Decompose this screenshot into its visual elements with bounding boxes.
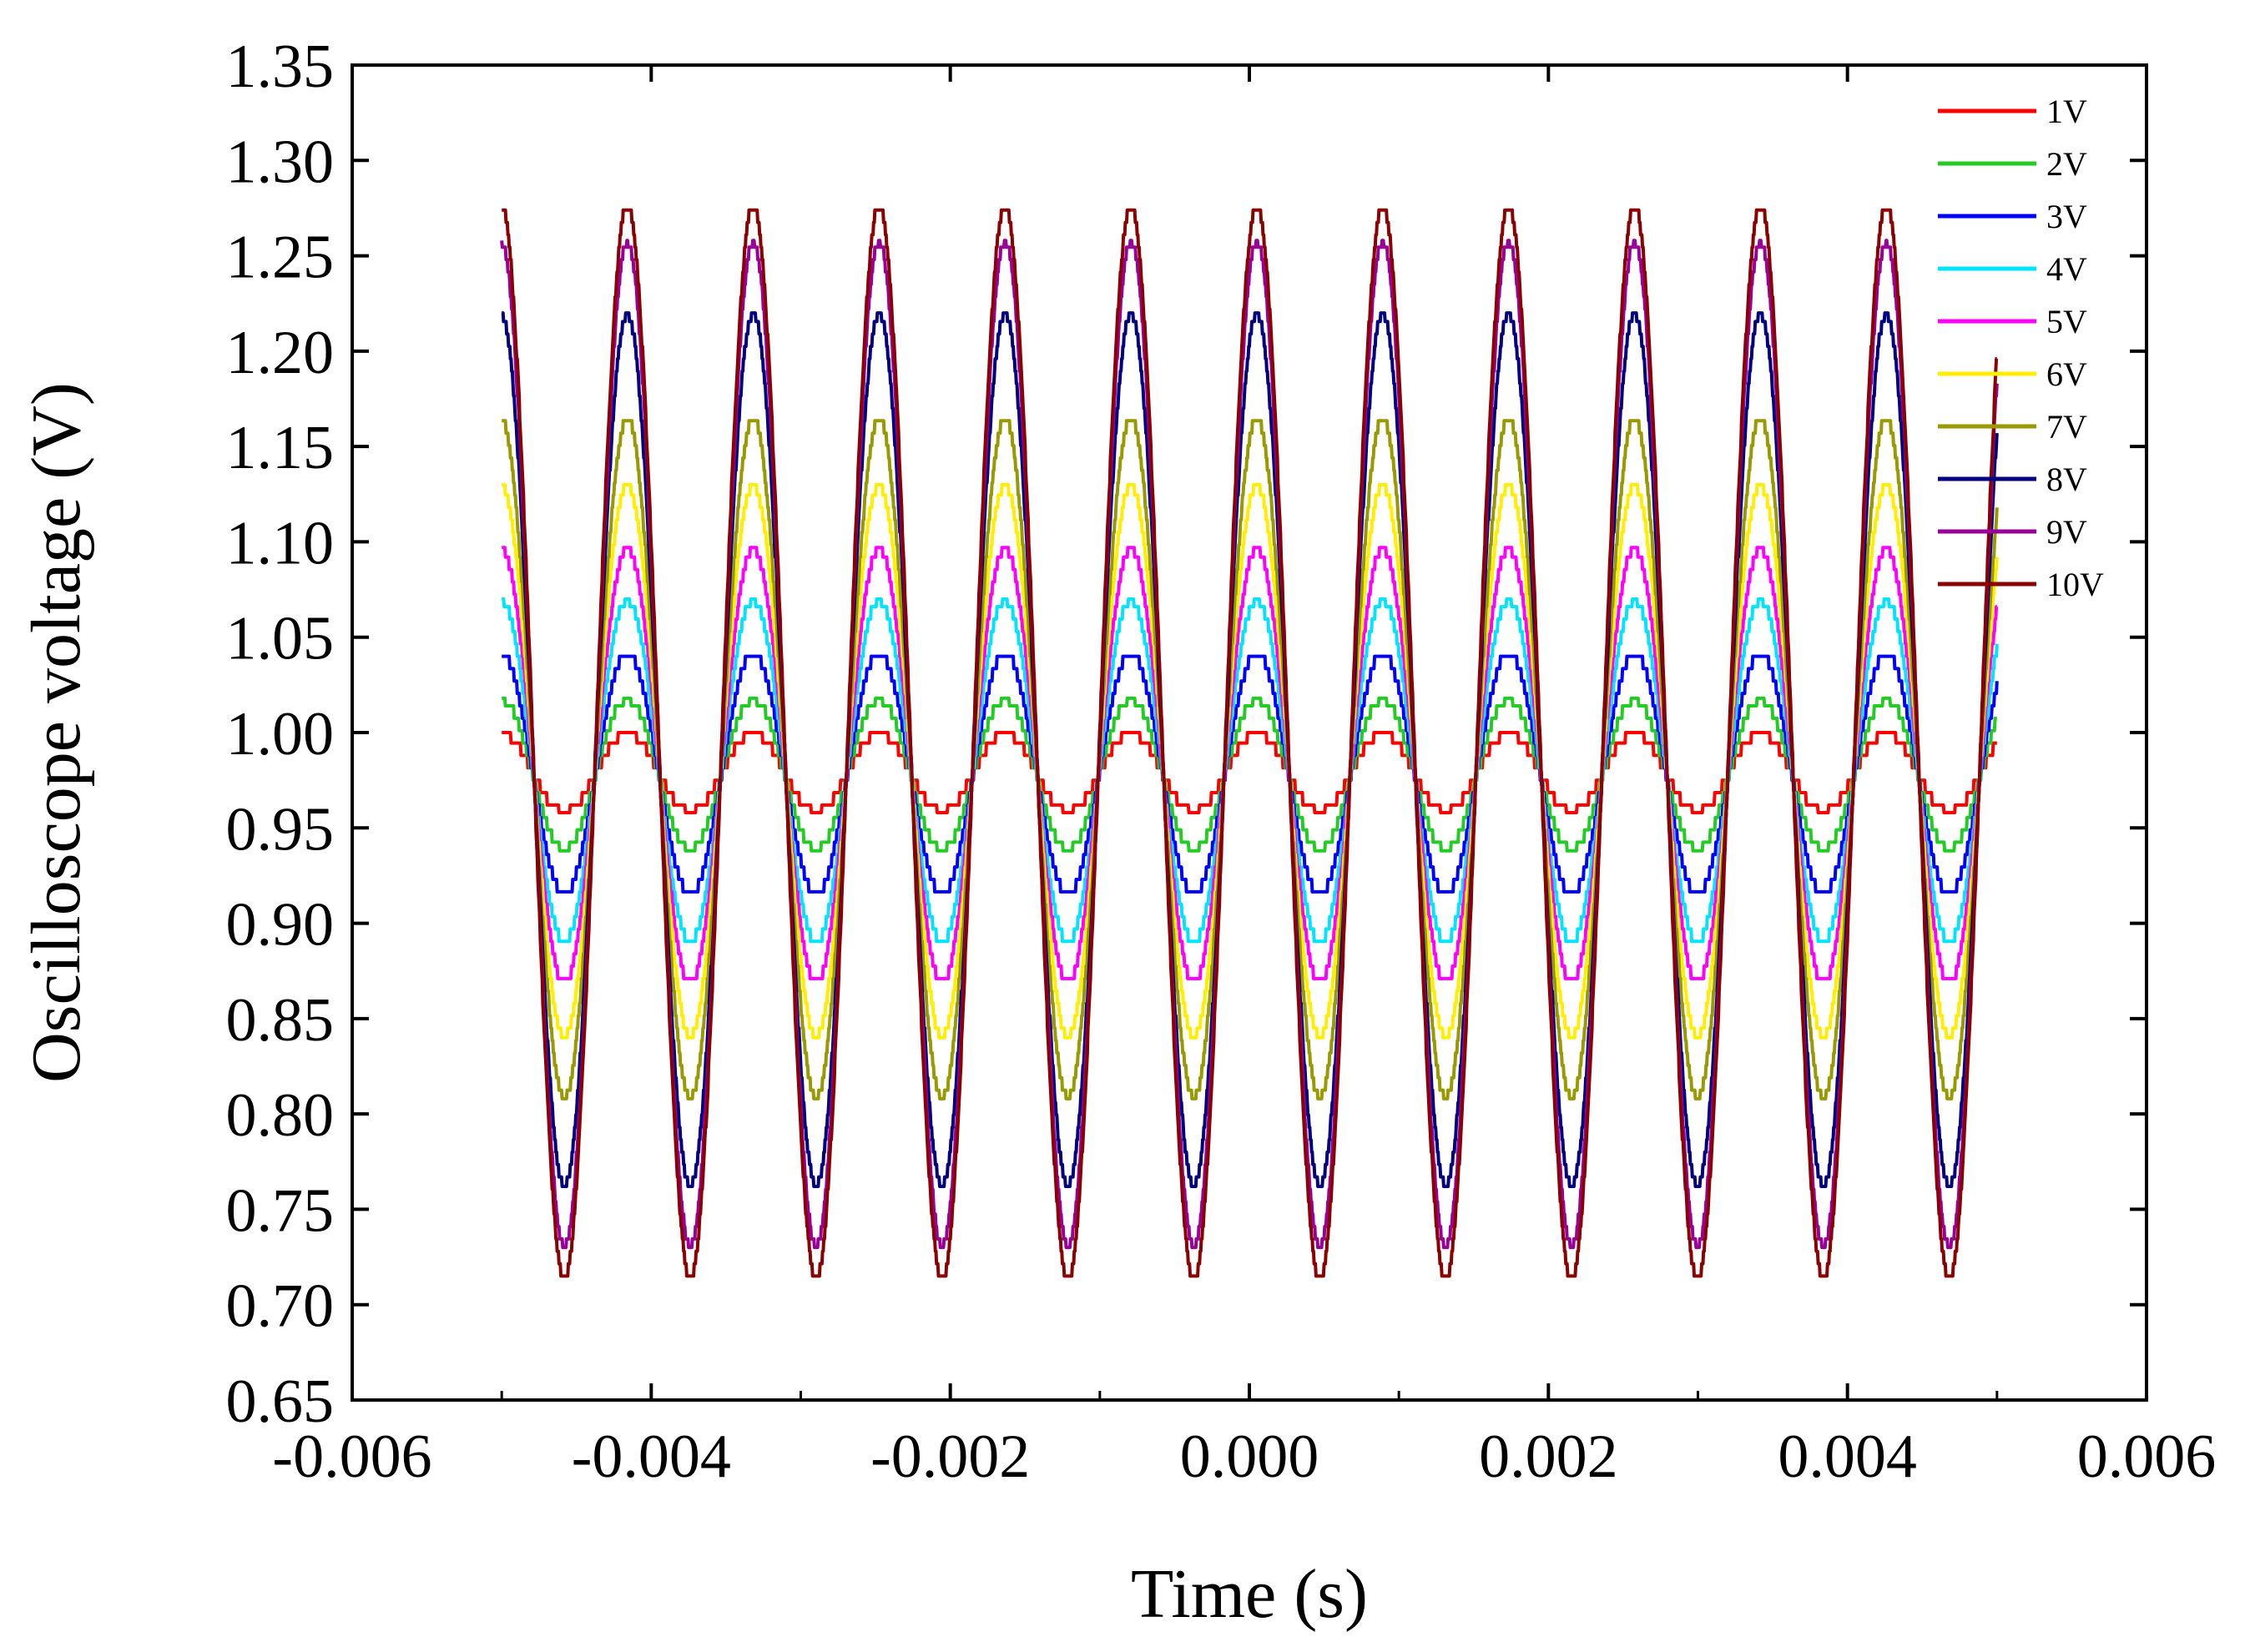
x-tick-label: -0.004 <box>572 1423 731 1491</box>
legend-label-8v: 8V <box>2046 461 2087 498</box>
x-tick-label: -0.006 <box>272 1423 431 1491</box>
x-tick-label: 0.000 <box>1180 1423 1319 1491</box>
y-tick-label: 0.70 <box>226 1272 335 1341</box>
y-tick-label: 1.35 <box>226 33 335 101</box>
x-tick-label: 0.002 <box>1479 1423 1618 1491</box>
series-line-7v <box>500 419 1999 1100</box>
legend-label-5v: 5V <box>2046 303 2087 340</box>
y-tick-label: 1.20 <box>226 319 335 387</box>
y-tick-label: 0.90 <box>226 891 335 959</box>
legend-label-7v: 7V <box>2046 408 2087 446</box>
y-tick-label: 1.15 <box>226 414 335 482</box>
y-tick-label: 0.95 <box>226 795 335 864</box>
y-tick-label: 0.65 <box>226 1367 335 1436</box>
series-line-6v <box>500 482 1999 1040</box>
x-tick-label: 0.004 <box>1778 1423 1917 1491</box>
series-line-4v <box>500 597 1999 944</box>
y-tick-label: 1.00 <box>226 700 335 768</box>
legend-label-4v: 4V <box>2046 250 2087 288</box>
legend-label-6v: 6V <box>2046 355 2087 393</box>
legend-label-10v: 10V <box>2046 566 2104 603</box>
y-tick-label: 1.30 <box>226 128 335 196</box>
legend-label-2v: 2V <box>2046 145 2087 183</box>
legend: 1V 2V 3V 4V 5V 6V 7V 8V 9V 10V <box>1938 93 2104 603</box>
y-tick-label: 0.75 <box>226 1176 335 1245</box>
series-line-5v <box>500 546 1999 980</box>
x-axis-title: Time (s) <box>1131 1555 1368 1633</box>
x-axis: -0.006 -0.004 -0.002 0.000 0.002 0.004 0.006 <box>272 65 2216 1491</box>
series-line-8v <box>500 311 1999 1188</box>
y-tick-label: 0.80 <box>226 1081 335 1150</box>
series-line-1v <box>500 731 1999 814</box>
y-tick-label: 1.05 <box>226 605 335 673</box>
legend-label-1v: 1V <box>2046 93 2087 130</box>
y-tick-label: 0.85 <box>226 986 335 1055</box>
x-tick-label: 0.006 <box>2077 1423 2217 1491</box>
y-tick-label: 1.10 <box>226 509 335 577</box>
x-tick-label: -0.002 <box>870 1423 1030 1491</box>
series-line-10v <box>500 208 1999 1278</box>
y-axis: 0.65 0.70 0.75 0.80 0.85 0.90 0.95 1.00 1.05 1.10… <box>226 33 2147 1436</box>
series-line-2v <box>500 696 1999 853</box>
series-line-3v <box>500 654 1999 894</box>
legend-label-3v: 3V <box>2046 198 2087 235</box>
series-layer <box>500 208 1999 1278</box>
y-axis-title: Oscilloscope voltage (V) <box>18 382 95 1083</box>
y-tick-label: 1.25 <box>226 224 335 292</box>
legend-label-9v: 9V <box>2046 513 2087 551</box>
